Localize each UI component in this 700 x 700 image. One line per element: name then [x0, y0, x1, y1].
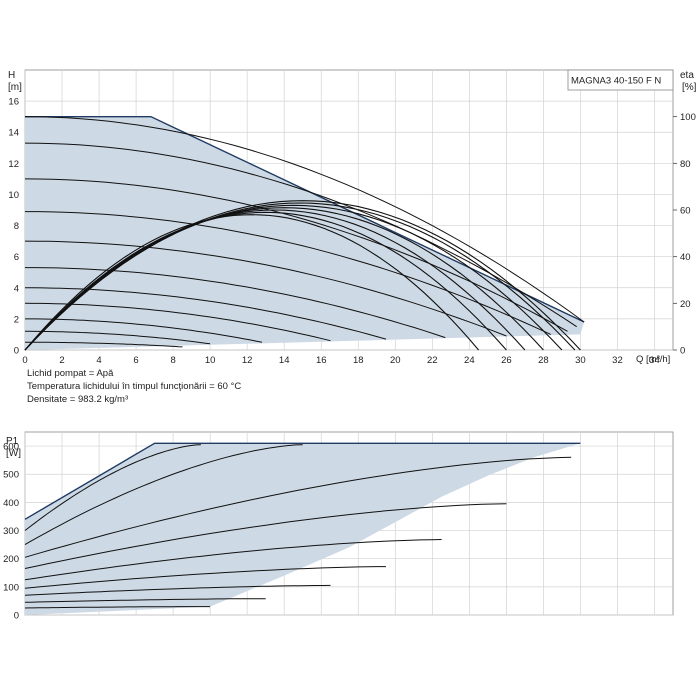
power-max-envelope	[24, 442, 581, 520]
bottom-y-tick-labels: 0 100 200 300 400 500 600	[3, 442, 19, 622]
top-y-tick-4: 4	[14, 283, 19, 294]
head-curve-8	[25, 318, 263, 343]
power-operating-area	[25, 443, 581, 615]
y2-axis-unit-eta: [%]	[682, 82, 697, 93]
temperature-note: Temperatura lichidului în timpul funcţio…	[27, 381, 242, 392]
top-y-tick-2: 2	[14, 314, 19, 325]
top-x-tick-8: 8	[170, 355, 175, 366]
head-curve-3	[25, 211, 552, 335]
efficiency-curve-4	[24, 209, 526, 351]
power-curve-8	[24, 598, 266, 603]
bot-y-tick-500: 500	[3, 470, 19, 481]
power-curve-7	[24, 584, 331, 596]
top-x-tick-6: 6	[133, 355, 138, 366]
top-y-tick-14: 14	[8, 128, 19, 139]
top-x-tick-28: 28	[538, 355, 549, 366]
pump-model-label: MAGNA3 40-150 F N	[571, 76, 661, 87]
power-chart: 0 100 200 300 400 500 600 P1 [W]	[3, 431, 674, 622]
power-curve-1	[24, 444, 201, 531]
top-x-tick-34: 34	[649, 355, 660, 366]
pump-model-label-box	[567, 69, 674, 91]
head-efficiency-chart: 0 2 4 6 8 10 12 14 16 18 20 22 24 26 28 30 32 34 02468101…	[8, 69, 697, 366]
power-curve-4	[24, 503, 507, 569]
top-x-tick-16: 16	[316, 355, 327, 366]
bot-y-tick-100: 100	[3, 582, 19, 593]
top-y2-tick-40: 40	[680, 252, 691, 263]
head-max-envelope	[25, 115, 585, 323]
liquid-note: Lichid pompat = Apă	[27, 368, 114, 379]
top-y2-tick-100: 100	[680, 112, 696, 123]
head-curve-4	[24, 240, 507, 337]
efficiency-curve-2	[24, 204, 563, 351]
power-curve-9	[24, 606, 211, 609]
top-x-tick-labels: 0 2 4 6 8 10 12 14 16 18 20 22 24 26 28 30 32 34	[22, 355, 659, 366]
y-axis-unit-H: [m]	[8, 82, 22, 93]
bot-y-tick-0: 0	[14, 611, 19, 622]
head-curve-5	[25, 267, 446, 339]
head-operating-area	[25, 116, 585, 350]
efficiency-curves	[24, 200, 581, 351]
power-curves	[24, 442, 581, 609]
power-curve-2	[24, 444, 303, 546]
bot-y-tick-200: 200	[3, 554, 19, 565]
top-y-tick-10: 10	[8, 190, 19, 201]
top-x-tick-4: 4	[96, 355, 101, 366]
bot-y-tick-300: 300	[3, 526, 19, 537]
bot-y-tick-400: 400	[3, 498, 19, 509]
head-curve-9	[25, 330, 211, 345]
bot-y-tick-600: 600	[3, 442, 19, 453]
density-note: Densitate = 983.2 kg/m³	[27, 394, 129, 405]
top-y2-tick-20: 20	[680, 299, 691, 310]
top-x-tick-20: 20	[390, 355, 401, 366]
top-x-tick-22: 22	[427, 355, 438, 366]
top-y2-tick-0: 0	[680, 346, 685, 357]
top-x-tick-10: 10	[205, 355, 216, 366]
y-axis-unit-P1: [W]	[6, 448, 21, 459]
y-axis-label-P1: P1	[6, 436, 19, 447]
top-x-tick-0: 0	[22, 355, 27, 366]
top-y-tick-8: 8	[14, 221, 19, 232]
top-y-tick-12: 12	[8, 159, 19, 170]
head-curves	[24, 115, 585, 348]
top-x-tick-18: 18	[353, 355, 364, 366]
bottom-operating-area	[25, 443, 581, 615]
top-operating-area	[25, 116, 585, 350]
top-x-tick-14: 14	[279, 355, 290, 366]
y2-axis-label-eta: eta	[680, 70, 694, 81]
head-curve-0	[24, 116, 585, 323]
top-y2-tick-labels: 0 20 40 60 80 100	[673, 112, 696, 357]
top-y2-tick-80: 80	[680, 159, 691, 170]
top-x-tick-26: 26	[501, 355, 512, 366]
top-y2-tick-60: 60	[680, 206, 691, 217]
efficiency-curve-5	[24, 211, 507, 351]
top-x-tick-32: 32	[612, 355, 623, 366]
top-y-tick-0: 0	[14, 346, 19, 357]
top-x-tick-24: 24	[464, 355, 475, 366]
head-curve-2	[24, 178, 568, 332]
top-x-tick-2: 2	[59, 355, 64, 366]
head-curve-10	[25, 341, 183, 348]
head-curve-1	[24, 142, 577, 328]
y-axis-label-H: H	[8, 70, 15, 81]
top-x-tick-12: 12	[242, 355, 253, 366]
head-curve-7	[24, 302, 331, 342]
top-y-tick-labels: 0 2 4 6 8 10 12 14 16	[8, 97, 19, 357]
top-x-tick-30: 30	[575, 355, 586, 366]
x-axis-label-Q: Q [m³/h]	[636, 354, 670, 365]
efficiency-curve-3	[24, 207, 544, 351]
power-curve-3	[24, 456, 572, 558]
efficiency-curve-6	[24, 214, 480, 351]
power-curve-6	[24, 566, 386, 589]
top-y-tick-6: 6	[14, 252, 19, 263]
top-y-tick-16: 16	[8, 97, 19, 108]
power-curve-5	[24, 539, 442, 581]
